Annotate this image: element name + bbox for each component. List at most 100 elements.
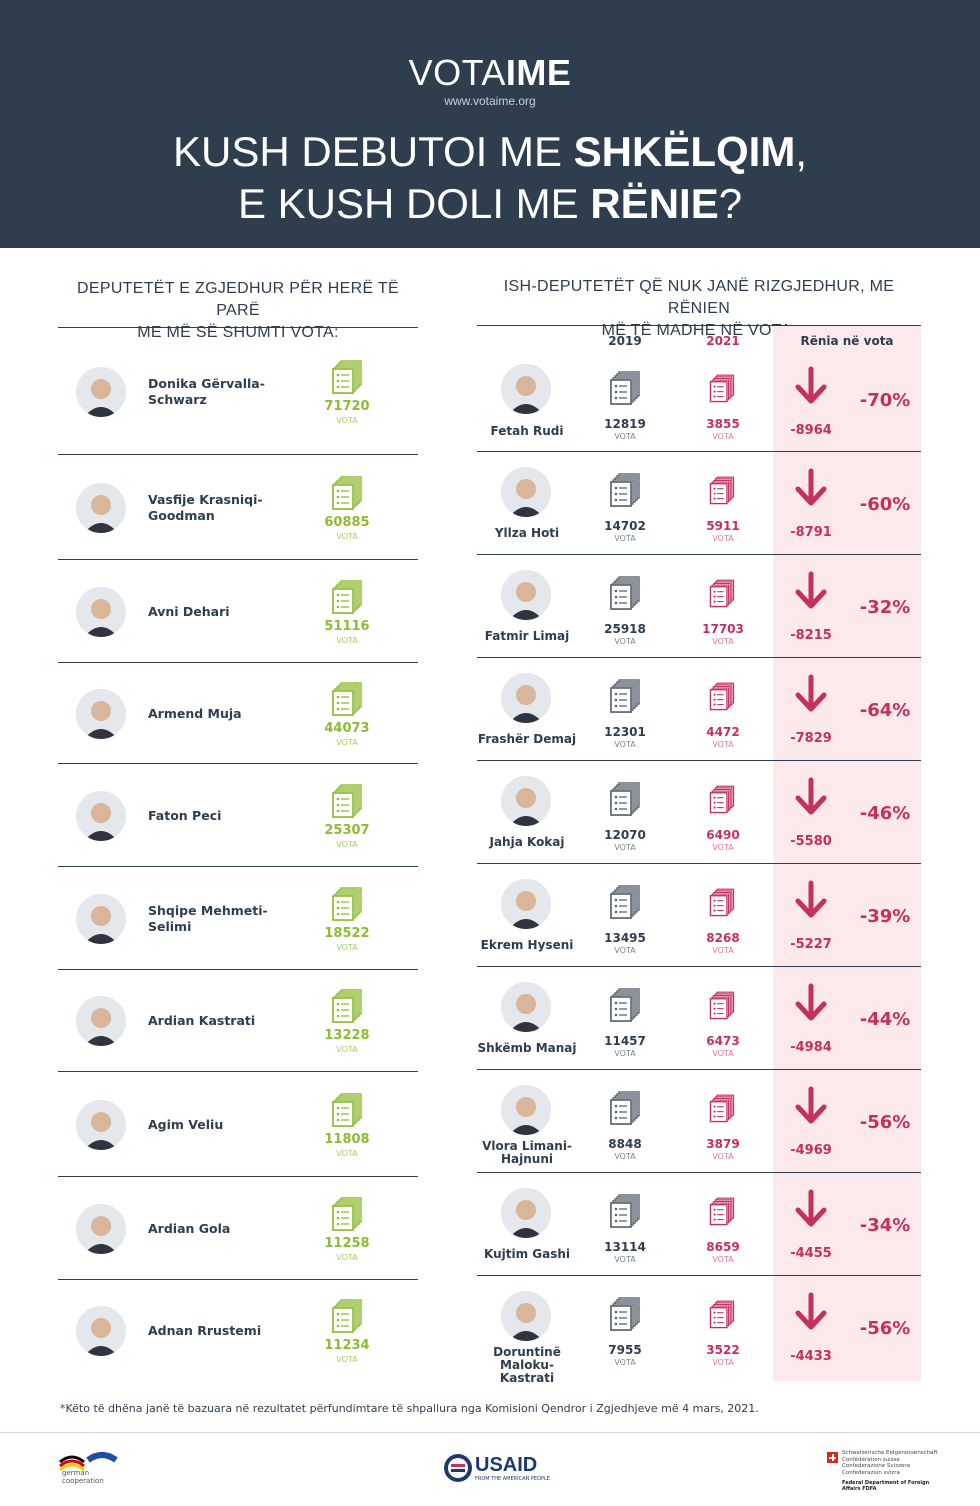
- vote-drop: -4433: [790, 1349, 832, 1364]
- ballot-stack-2021-icon: [709, 682, 735, 711]
- vote-drop: -8791: [790, 525, 832, 540]
- vote-label: VOTA: [712, 946, 734, 955]
- new-deputy-row: Faton Peci 25307 VOTA: [58, 764, 418, 867]
- left-title-line1: DEPUTETËT E ZGJEDHUR PËR HERË TË PARË: [77, 280, 399, 319]
- ballot-stack-2019-icon: [610, 473, 640, 507]
- avatar: [76, 688, 126, 739]
- deputy-name-line: Fetah Rudi: [490, 424, 564, 438]
- deputy-name: Yllza Hoti: [477, 527, 577, 540]
- votes-2021: 5911: [706, 519, 740, 533]
- deputy-name-line: Avni Dehari: [148, 603, 230, 619]
- usaid-subtitle: FROM THE AMERICAN PEOPLE: [475, 1476, 550, 1482]
- deputy-name: Fatmir Limaj: [477, 630, 577, 643]
- votes-2019: 14702: [604, 519, 646, 533]
- deputy-name-line: Doruntinë: [493, 1345, 561, 1359]
- new-deputy-row: Ardian Kastrati 13228 VOTA: [58, 970, 418, 1072]
- footnote: *Këto të dhëna janë të bazuara në rezult…: [60, 1402, 759, 1415]
- vote-label: VOTA: [336, 737, 358, 747]
- avatar: [501, 467, 551, 517]
- avatar: [501, 364, 551, 414]
- former-deputy-row: Doruntinë Maloku-Kastrati 7955 VOTA 3522 VOTA…: [477, 1276, 921, 1385]
- ballot-stack-2019-icon: [610, 371, 640, 405]
- down-arrow-icon: [795, 777, 827, 815]
- former-deputy-row: Vlora Limani- Hajnuni 8848 VOTA 3879 VOTA -496…: [477, 1070, 921, 1173]
- title-line2-end: ?: [718, 180, 743, 227]
- votes-2021: 6473: [706, 1034, 740, 1048]
- vote-label: VOTA: [712, 432, 734, 441]
- down-arrow-icon: [795, 1189, 827, 1227]
- vote-label: VOTA: [712, 1358, 734, 1367]
- deputy-name-line: Schwarz: [148, 391, 207, 407]
- ballot-stack-icon: [332, 681, 362, 716]
- vote-drop: -4969: [790, 1143, 832, 1158]
- right-section-title: ISH-DEPUTETËT QË NUK JANË RIZGJEDHUR, ME…: [477, 276, 921, 342]
- vote-drop: -8964: [790, 423, 832, 438]
- vote-label: VOTA: [712, 740, 734, 749]
- former-deputy-row: Fatmir Limaj 25918 VOTA 17703 VOTA -8215 -32%: [477, 555, 921, 658]
- vote-count: 71720: [324, 398, 370, 414]
- vote-label: VOTA: [336, 942, 358, 952]
- ballot-stack-2019-icon: [610, 576, 640, 610]
- usaid-logo-text: USAID: [475, 1454, 538, 1476]
- german-text-2: cooperation: [62, 1477, 104, 1485]
- col-header-drop: Rënia në vota: [800, 334, 894, 348]
- vote-drop-percent: -32%: [859, 597, 911, 618]
- down-arrow-icon: [795, 983, 827, 1021]
- votes-2019: 7955: [608, 1343, 642, 1357]
- vote-drop-percent: -70%: [859, 390, 911, 411]
- deputy-name: Kujtim Gashi: [477, 1248, 577, 1261]
- vote-label: VOTA: [614, 740, 636, 749]
- votes-2019: 12819: [604, 417, 646, 431]
- new-deputy-row: Adnan Rrustemi 11234 VOTA: [58, 1280, 418, 1381]
- title-line2-bold: RËNIE: [590, 180, 719, 227]
- deputy-name: Frashër Demaj: [477, 733, 577, 746]
- avatar: [76, 586, 126, 637]
- vote-label: VOTA: [336, 635, 358, 645]
- deputy-name-line: Frashër Demaj: [477, 732, 577, 746]
- deputy-name: Armend Muja: [148, 706, 268, 722]
- vote-label: VOTA: [614, 534, 636, 543]
- vote-drop-percent: -46%: [859, 803, 911, 824]
- right-title-line1: ISH-DEPUTETËT QË NUK JANË RIZGJEDHUR, ME…: [503, 278, 895, 317]
- vote-label: VOTA: [336, 1148, 358, 1158]
- vote-count: 60885: [324, 514, 370, 530]
- deputy-name: Donika Gërvalla- Schwarz: [148, 376, 268, 408]
- avatar: [501, 673, 551, 723]
- deputy-name-line: Armend Muja: [148, 705, 242, 721]
- ballot-stack-icon: [332, 579, 362, 614]
- german-cooperation-logo: [59, 1452, 118, 1472]
- deputy-name-line: Kujtim Gashi: [483, 1247, 571, 1261]
- german-cooperation-text: german cooperation: [62, 1469, 122, 1485]
- deputy-name: Doruntinë Maloku-Kastrati: [477, 1346, 577, 1385]
- deputy-name: Vasfije Krasniqi- Goodman: [148, 492, 268, 524]
- votes-2021: 6490: [706, 828, 740, 842]
- new-deputy-row: Ardian Gola 11258 VOTA: [58, 1177, 418, 1280]
- deputy-name-line: Adnan Rrustemi: [148, 1322, 262, 1338]
- page-title: KUSH DEBUTOI ME SHKËLQIM, E KUSH DOLI ME…: [0, 126, 980, 230]
- votes-2019: 11457: [604, 1034, 646, 1048]
- votes-2021: 8268: [706, 931, 740, 945]
- new-deputy-row: Armend Muja 44073 VOTA: [58, 663, 418, 764]
- deputy-name-line: Selimi: [148, 918, 192, 934]
- ballot-stack-2021-icon: [709, 1094, 735, 1123]
- vote-drop: -5227: [790, 937, 832, 952]
- votes-2021: 3522: [706, 1343, 740, 1357]
- vote-drop-percent: -60%: [859, 494, 911, 515]
- ballot-stack-2021-icon: [709, 374, 735, 403]
- vote-count: 13228: [324, 1028, 370, 1043]
- ballot-stack-2019-icon: [610, 1194, 640, 1228]
- avatar: [76, 893, 126, 944]
- ballot-stack-2019-icon: [610, 885, 640, 919]
- avatar: [501, 570, 551, 620]
- brand-url[interactable]: www.votaime.org: [444, 94, 536, 108]
- vote-label: VOTA: [712, 843, 734, 852]
- deputy-name-line: Vasfije Krasniqi-: [148, 491, 263, 507]
- deputy-name-line: Ardian Gola: [148, 1220, 231, 1236]
- avatar: [501, 1085, 551, 1135]
- vote-label: VOTA: [614, 1049, 636, 1058]
- ballot-stack-2019-icon: [610, 782, 640, 816]
- swiss-line-1: Schweizerische Eidgenossenschaft: [842, 1450, 938, 1456]
- vote-label: VOTA: [614, 843, 636, 852]
- col-header-2021: 2021: [706, 334, 740, 348]
- ballot-stack-icon: [332, 359, 362, 394]
